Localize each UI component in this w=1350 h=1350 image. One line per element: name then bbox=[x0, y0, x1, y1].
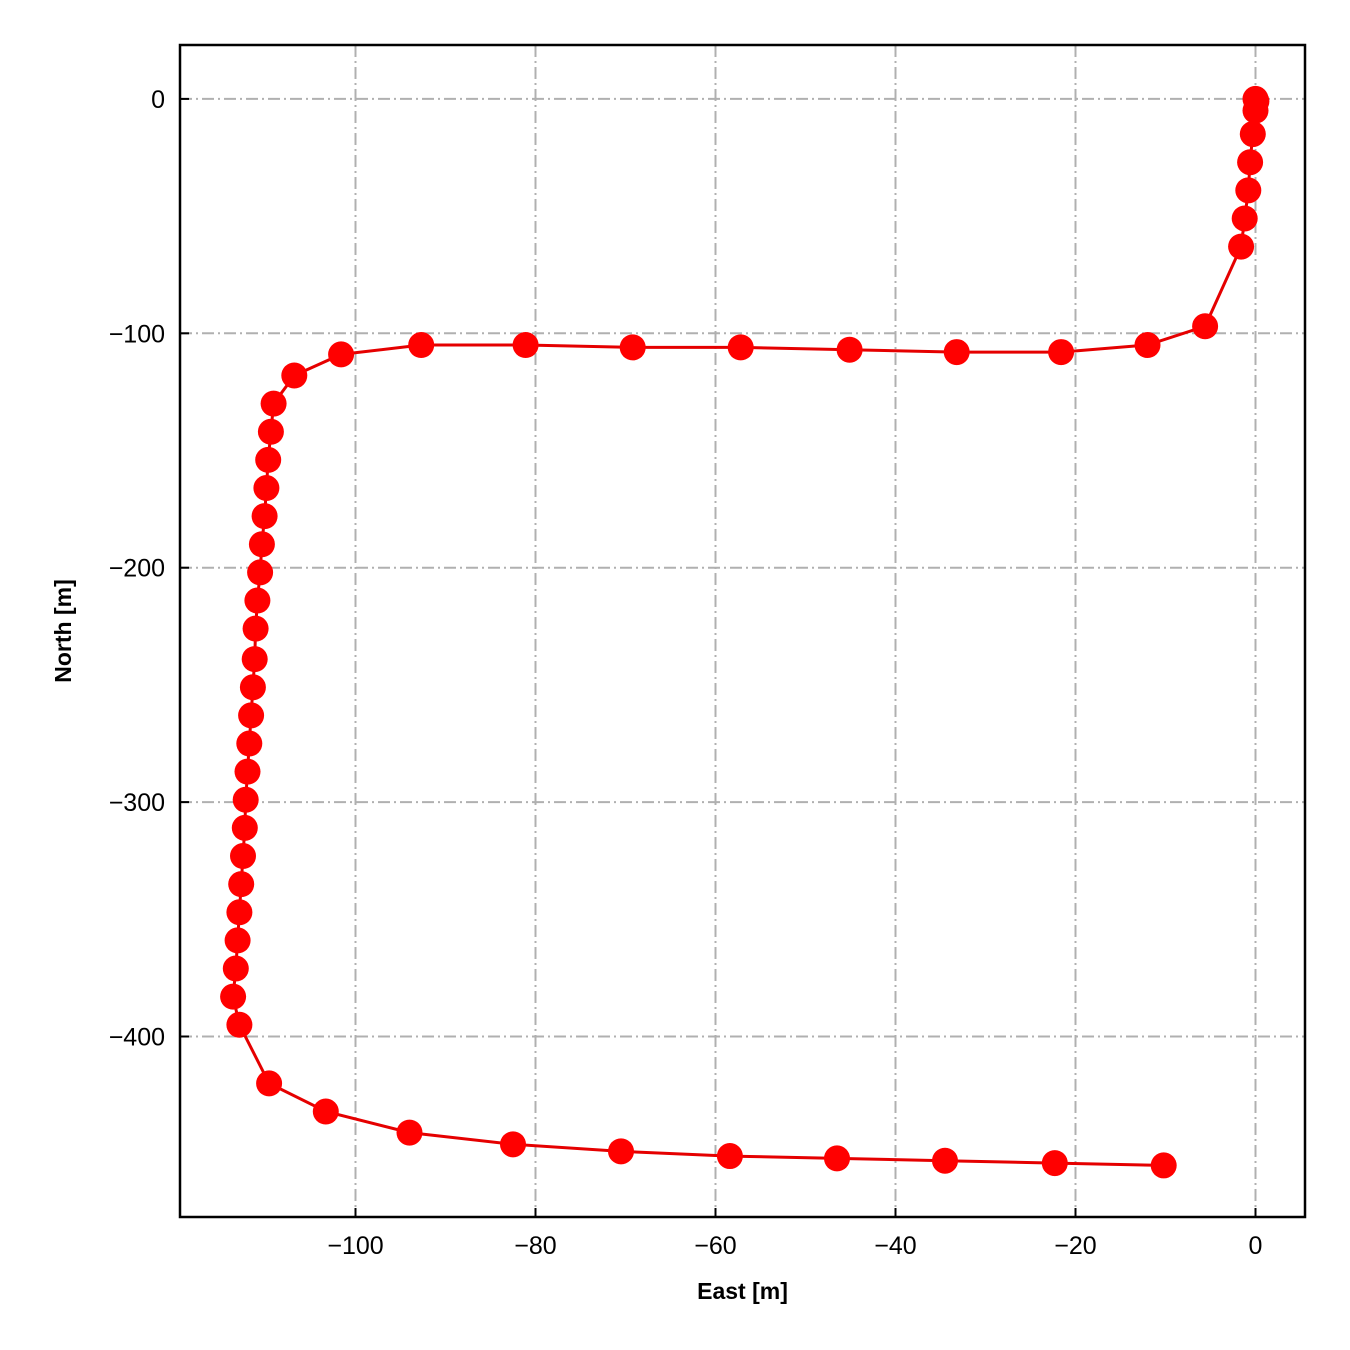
data-point bbox=[836, 336, 863, 363]
series-markers bbox=[220, 85, 1270, 1179]
data-point bbox=[281, 362, 308, 389]
series-trajectory bbox=[220, 85, 1270, 1179]
data-point bbox=[222, 955, 249, 982]
data-point bbox=[943, 339, 970, 366]
data-point bbox=[619, 334, 646, 361]
data-point bbox=[256, 1070, 283, 1097]
data-point bbox=[226, 899, 253, 926]
plot-frame bbox=[178, 43, 1307, 1219]
data-point bbox=[228, 871, 255, 898]
data-point bbox=[247, 559, 274, 586]
x-tick-label: −40 bbox=[874, 1232, 916, 1260]
data-point bbox=[1235, 177, 1262, 204]
data-point bbox=[824, 1145, 850, 1172]
data-point bbox=[1239, 121, 1266, 148]
data-point bbox=[312, 1098, 339, 1125]
data-point bbox=[244, 587, 271, 614]
data-point bbox=[932, 1147, 958, 1174]
data-point bbox=[1231, 205, 1258, 232]
y-tick-label: −200 bbox=[109, 555, 165, 583]
data-point bbox=[238, 702, 265, 729]
data-point bbox=[226, 1011, 253, 1038]
data-point bbox=[251, 503, 278, 530]
data-point bbox=[1237, 149, 1264, 176]
data-point bbox=[512, 332, 539, 359]
data-point bbox=[1048, 339, 1075, 366]
y-tick-label: −300 bbox=[109, 789, 165, 817]
data-point bbox=[260, 390, 287, 417]
x-tick-label: −80 bbox=[514, 1232, 556, 1260]
data-point bbox=[242, 615, 269, 642]
data-point bbox=[1242, 97, 1269, 124]
data-point bbox=[1192, 313, 1219, 340]
grid-lines bbox=[180, 45, 1305, 1217]
data-point bbox=[236, 730, 263, 757]
x-axis-label: East [m] bbox=[697, 1278, 788, 1304]
data-point bbox=[224, 927, 251, 954]
x-tick-labels: −100 −80 −60 −40 −20 0 bbox=[327, 1232, 1262, 1260]
data-point bbox=[608, 1138, 634, 1165]
y-tick-labels: 0 −100 −200 −300 −400 bbox=[109, 86, 165, 1052]
series-line bbox=[231, 98, 1258, 1167]
data-point bbox=[241, 646, 268, 673]
data-point bbox=[1228, 233, 1255, 260]
data-point bbox=[230, 843, 256, 870]
axis-ticks bbox=[180, 97, 1257, 1217]
data-point bbox=[408, 332, 435, 359]
data-point bbox=[1041, 1150, 1068, 1177]
data-point bbox=[234, 758, 261, 785]
y-tick-label: −100 bbox=[109, 320, 165, 348]
data-point bbox=[500, 1131, 526, 1158]
x-tick-label: −20 bbox=[1054, 1232, 1096, 1260]
data-point bbox=[1150, 1152, 1177, 1179]
data-point bbox=[328, 341, 355, 368]
data-point bbox=[716, 1143, 743, 1170]
data-point bbox=[257, 418, 284, 445]
y-tick-label: −400 bbox=[109, 1024, 165, 1052]
data-point bbox=[253, 475, 280, 502]
data-point bbox=[232, 786, 259, 813]
data-point bbox=[220, 983, 247, 1010]
data-point bbox=[231, 814, 258, 841]
y-axis-label: North [m] bbox=[50, 579, 76, 682]
data-point bbox=[1134, 332, 1161, 359]
data-point bbox=[248, 531, 275, 558]
data-point bbox=[396, 1119, 423, 1146]
data-point bbox=[255, 446, 282, 473]
data-point bbox=[727, 334, 754, 361]
y-tick-label: 0 bbox=[151, 86, 165, 114]
data-point bbox=[239, 674, 266, 701]
x-tick-label: 0 bbox=[1249, 1232, 1263, 1260]
x-tick-label: −60 bbox=[694, 1232, 736, 1260]
x-tick-label: −100 bbox=[327, 1232, 383, 1260]
